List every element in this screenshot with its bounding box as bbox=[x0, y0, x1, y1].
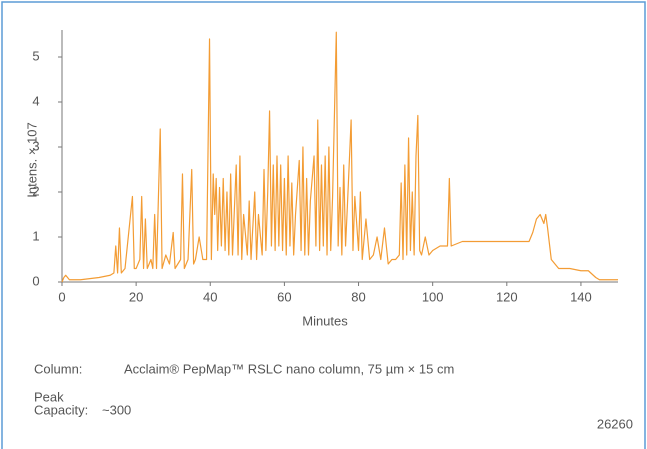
y-tick-label: 4 bbox=[32, 93, 39, 108]
y-tick-label: 1 bbox=[32, 228, 39, 243]
y-tick-label: 2 bbox=[32, 183, 39, 198]
chromatogram-line bbox=[61, 31, 618, 283]
y-tick-label: 5 bbox=[32, 48, 39, 63]
column-text: Acclaim® PepMap™ RSLC nano column, 75 µm… bbox=[124, 361, 454, 376]
x-tick-label: 140 bbox=[570, 289, 592, 304]
peak-label: Capacity: bbox=[34, 402, 88, 417]
peak-label: Peak bbox=[34, 389, 64, 404]
x-tick-label: 40 bbox=[203, 289, 217, 304]
x-tick-label: 0 bbox=[58, 289, 65, 304]
y-tick-label: 3 bbox=[32, 138, 39, 153]
x-axis-label: Minutes bbox=[302, 313, 348, 328]
x-tick-label: 20 bbox=[129, 289, 143, 304]
x-tick-label: 80 bbox=[351, 289, 365, 304]
figure-number: 26260 bbox=[597, 416, 633, 431]
column-label: Column: bbox=[34, 361, 82, 376]
x-tick-label: 120 bbox=[496, 289, 518, 304]
y-axis-label: Intens. × 107 bbox=[24, 122, 39, 198]
peak-capacity: ~300 bbox=[102, 402, 131, 417]
x-tick-label: 100 bbox=[422, 289, 444, 304]
x-tick-label: 60 bbox=[277, 289, 291, 304]
y-tick-label: 0 bbox=[32, 273, 39, 288]
